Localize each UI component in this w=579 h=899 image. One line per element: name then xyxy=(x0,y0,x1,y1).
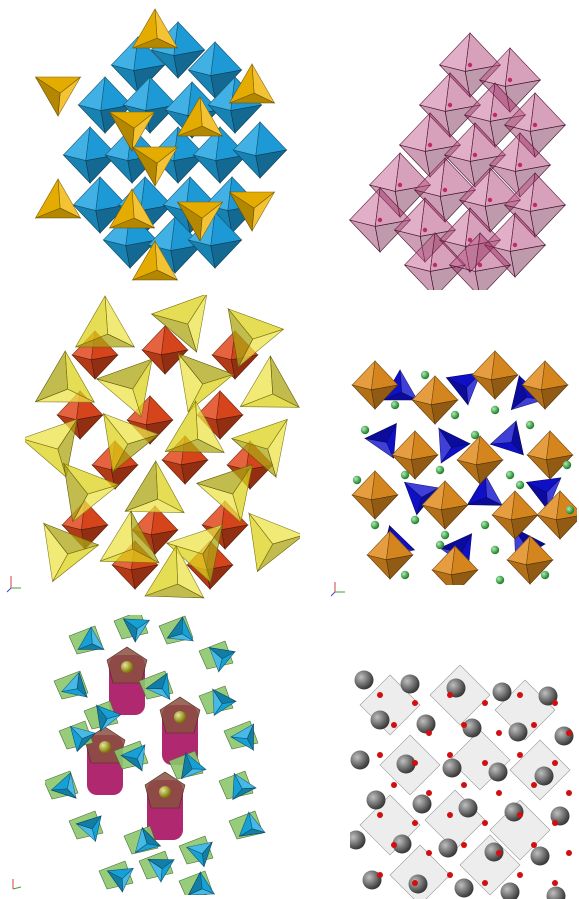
octahedra-tetrahedra-cations-image xyxy=(351,350,577,585)
structure-panel-a xyxy=(20,5,290,295)
axis-triad-icon xyxy=(330,578,350,598)
octahedra-tetrahedra-framework-image xyxy=(34,8,288,281)
structure-panel-c xyxy=(25,295,300,600)
structure-panel-e xyxy=(45,615,280,895)
ball-and-stick-lattice-image xyxy=(350,665,574,899)
structure-panel-b xyxy=(340,25,570,290)
structure-panel-d xyxy=(345,345,577,585)
ring-framework-image xyxy=(45,615,266,895)
axis-triad-icon xyxy=(6,572,26,594)
interpenetrating-network-image xyxy=(25,295,300,599)
axis-triad-icon xyxy=(8,875,26,895)
structure-panel-f xyxy=(350,665,579,899)
translucent-octahedra-image xyxy=(348,32,567,290)
